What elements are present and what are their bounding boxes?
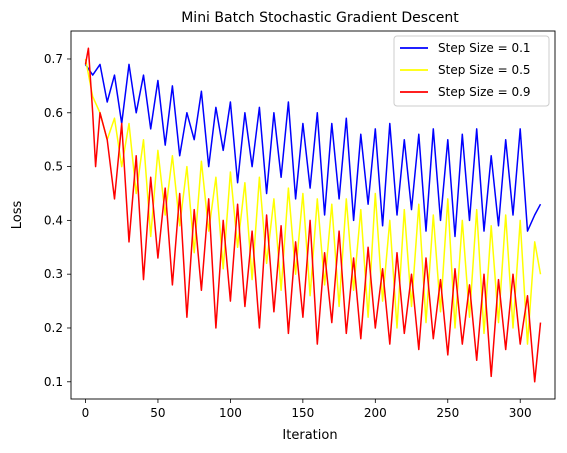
legend-label-2: Step Size = 0.5 [438,63,531,77]
x-tick-label: 250 [436,406,459,420]
y-tick-label: 0.7 [44,52,63,66]
chart-title: Mini Batch Stochastic Gradient Descent [181,10,459,26]
legend: Step Size = 0.1 Step Size = 0.5 Step Size … [393,35,550,107]
x-tick-label: 300 [509,406,532,420]
legend-frame [393,35,550,107]
series-line-3 [84,47,542,383]
x-tick-label: 50 [150,406,165,420]
y-tick-label: 0.2 [44,321,63,335]
y-tick-label: 0.3 [44,267,63,281]
x-tick-label: 200 [364,406,387,420]
y-tick-label: 0.4 [44,213,63,227]
series-line-2 [84,58,542,345]
series-line-1 [84,63,542,238]
legend-label-1: Step Size = 0.1 [438,41,531,55]
y-tick-label: 0.6 [44,106,63,120]
y-tick-label: 0.5 [44,160,63,174]
y-axis: 0.1 0.2 0.3 0.4 0.5 0.6 0.7 [44,52,71,389]
x-tick-label: 150 [291,406,314,420]
y-axis-label: Loss [10,201,25,230]
x-axis: 0 50 100 150 200 250 300 [82,399,532,420]
x-tick-label: 0 [82,406,90,420]
legend-label-3: Step Size = 0.9 [438,85,531,99]
x-axis-label: Iteration [282,428,337,443]
plot-frame [70,30,556,400]
x-tick-label: 100 [219,406,242,420]
y-tick-label: 0.1 [44,375,63,389]
series-layer [84,47,542,383]
